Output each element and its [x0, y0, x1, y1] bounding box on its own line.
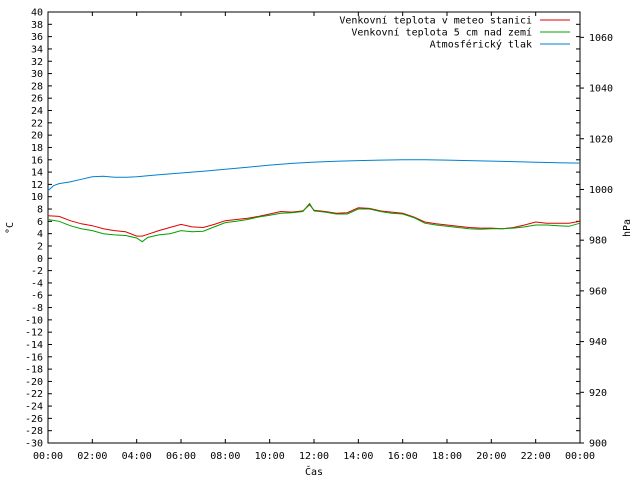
- y-left-tick-label: 10: [31, 192, 43, 203]
- y-left-tick-label: -8: [31, 303, 43, 314]
- x-tick-label: 22:00: [521, 451, 551, 462]
- y-left-tick-label: -24: [25, 402, 43, 413]
- series-line-1: [47, 203, 581, 237]
- y-left-tick-label: 38: [31, 20, 43, 31]
- y-left-tick-label: 24: [31, 106, 43, 117]
- y-right-tick-label: 1000: [589, 185, 613, 196]
- legend: Venkovní teplota v meteo staniciVenkovní…: [339, 15, 570, 51]
- y-left-tick-label: 26: [31, 94, 43, 105]
- y-left-tick-label: -20: [25, 377, 43, 388]
- y-left-tick-label: -26: [25, 414, 43, 425]
- y-left-tick-label: -2: [31, 266, 43, 277]
- x-tick-label: 20:00: [476, 451, 506, 462]
- x-tick-label: 14:00: [343, 451, 373, 462]
- series-line-2: [47, 202, 581, 243]
- y-left-tick-label: 28: [31, 81, 43, 92]
- y-right-tick-label: 980: [589, 236, 607, 247]
- y-right-tick-label: 940: [589, 337, 607, 348]
- axis-ticks: -30-28-26-24-22-20-18-16-14-12-10-8-6-4-…: [25, 8, 613, 463]
- y-right-axis-title: hPa: [622, 219, 633, 237]
- x-tick-label: 02:00: [77, 451, 107, 462]
- y-left-tick-label: -14: [25, 340, 43, 351]
- legend-label-1: Venkovní teplota v meteo stanici: [339, 15, 532, 27]
- x-tick-label: 00:00: [565, 451, 595, 462]
- y-right-tick-label: 960: [589, 286, 607, 297]
- y-left-tick-label: 0: [37, 254, 43, 265]
- y-left-tick-label: 4: [37, 229, 43, 240]
- y-left-tick-label: 22: [31, 118, 43, 129]
- y-left-tick-label: 40: [31, 8, 43, 19]
- y-left-tick-label: 2: [37, 241, 43, 252]
- y-left-tick-label: 8: [37, 205, 43, 216]
- x-tick-label: 16:00: [388, 451, 418, 462]
- x-tick-label: 18:00: [432, 451, 462, 462]
- y-left-tick-label: -18: [25, 365, 43, 376]
- x-tick-label: 04:00: [122, 451, 152, 462]
- y-left-tick-label: 14: [31, 168, 43, 179]
- y-left-tick-label: 30: [31, 69, 43, 80]
- y-left-tick-label: -12: [25, 328, 43, 339]
- x-tick-label: 08:00: [210, 451, 240, 462]
- legend-label-3: Atmosférický tlak: [430, 39, 532, 51]
- y-left-tick-label: -10: [25, 315, 43, 326]
- y-left-tick-label: -30: [25, 439, 43, 450]
- y-right-tick-label: 1060: [589, 33, 613, 44]
- series-line-3: [47, 159, 581, 192]
- series-layer: [47, 159, 581, 243]
- y-left-axis-title: °C: [5, 222, 16, 234]
- y-left-tick-label: 32: [31, 57, 43, 68]
- y-left-tick-label: 20: [31, 131, 43, 142]
- y-left-tick-label: -28: [25, 426, 43, 437]
- y-right-tick-label: 1020: [589, 134, 613, 145]
- y-left-tick-label: 12: [31, 180, 43, 191]
- y-left-tick-label: 36: [31, 32, 43, 43]
- y-left-tick-label: -22: [25, 389, 43, 400]
- y-left-tick-label: -6: [31, 291, 43, 302]
- x-axis-title: Čas: [305, 465, 323, 478]
- x-tick-label: 00:00: [33, 451, 63, 462]
- x-tick-label: 10:00: [255, 451, 285, 462]
- legend-label-2: Venkovní teplota 5 cm nad zemí: [351, 27, 532, 39]
- y-left-tick-label: 6: [37, 217, 43, 228]
- y-left-tick-label: -16: [25, 352, 43, 363]
- y-left-tick-label: 16: [31, 155, 43, 166]
- x-tick-label: 06:00: [166, 451, 196, 462]
- y-right-tick-label: 900: [589, 439, 607, 450]
- y-right-tick-label: 920: [589, 388, 607, 399]
- y-right-tick-label: 1040: [589, 84, 613, 95]
- x-tick-label: 12:00: [299, 451, 329, 462]
- y-left-tick-label: 34: [31, 44, 43, 55]
- y-left-tick-label: -4: [31, 278, 43, 289]
- y-left-tick-label: 18: [31, 143, 43, 154]
- plot-frame: [47, 11, 581, 444]
